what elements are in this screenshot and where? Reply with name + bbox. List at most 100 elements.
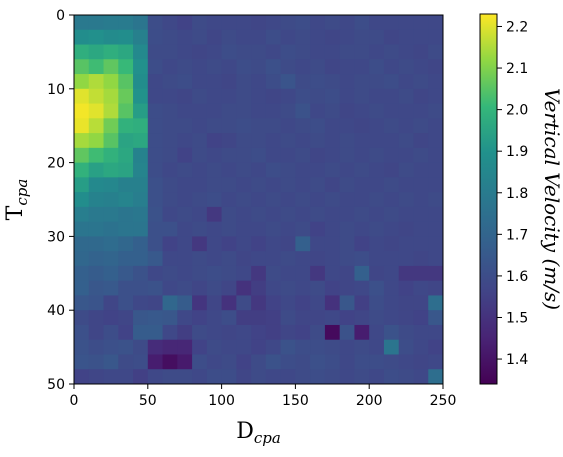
heatmap-cell bbox=[251, 236, 267, 252]
heatmap-cell bbox=[192, 295, 208, 311]
heatmap-cell bbox=[251, 369, 267, 385]
heatmap-cells bbox=[74, 15, 444, 385]
heatmap-cell bbox=[428, 15, 444, 31]
heatmap-cell bbox=[398, 162, 414, 178]
heatmap-cell bbox=[310, 147, 326, 164]
heatmap-cell bbox=[162, 310, 178, 326]
heatmap-cell bbox=[428, 236, 444, 252]
heatmap-cell bbox=[280, 74, 296, 90]
heatmap-cell bbox=[103, 295, 119, 311]
heatmap-cell bbox=[428, 324, 444, 341]
heatmap-cell bbox=[133, 162, 149, 178]
heatmap-cell bbox=[192, 369, 208, 385]
heatmap-cell bbox=[192, 206, 208, 223]
heatmap-cell bbox=[74, 59, 90, 75]
heatmap-cell bbox=[162, 339, 178, 355]
heatmap-cell bbox=[383, 221, 400, 237]
heatmap-cell bbox=[206, 192, 223, 208]
heatmap-cell bbox=[398, 206, 414, 223]
heatmap-cell bbox=[118, 29, 134, 46]
heatmap-cell bbox=[339, 324, 355, 341]
heatmap-cell bbox=[324, 44, 341, 60]
heatmap-cell bbox=[295, 339, 311, 355]
heatmap-cell bbox=[192, 236, 208, 252]
heatmap-cell bbox=[133, 44, 149, 60]
heatmap-cell bbox=[280, 206, 296, 223]
heatmap-cell bbox=[295, 221, 311, 237]
heatmap-cell bbox=[354, 15, 370, 31]
heatmap-cell bbox=[147, 221, 164, 237]
heatmap-cell bbox=[74, 265, 90, 282]
heatmap-cell bbox=[147, 280, 164, 296]
heatmap-cell bbox=[310, 251, 326, 267]
heatmap-cell bbox=[88, 339, 105, 355]
heatmap-cell bbox=[162, 133, 178, 149]
colorbar-ticks: 1.4 1.5 1.6 1.7 1.8 1.9 2.0 2.1 2.2 bbox=[497, 19, 528, 368]
heatmap-cell bbox=[295, 162, 311, 178]
heatmap-cell bbox=[280, 103, 296, 119]
heatmap-cell bbox=[103, 192, 119, 208]
heatmap-cell bbox=[383, 206, 400, 223]
heatmap-cell bbox=[147, 103, 164, 119]
heatmap-cell bbox=[398, 177, 414, 193]
heatmap-cell bbox=[221, 15, 237, 31]
x-axis-label-main: D bbox=[236, 419, 254, 444]
heatmap-cell bbox=[206, 15, 223, 31]
heatmap-cell bbox=[354, 251, 370, 267]
heatmap-cell bbox=[206, 369, 223, 385]
heatmap-cell bbox=[133, 29, 149, 46]
heatmap-cell bbox=[398, 88, 414, 105]
heatmap-cell bbox=[236, 118, 252, 134]
heatmap-cell bbox=[354, 280, 370, 296]
heatmap-cell bbox=[398, 15, 414, 31]
heatmap-cell bbox=[265, 354, 282, 370]
heatmap-cell bbox=[398, 118, 414, 134]
heatmap-cell bbox=[147, 354, 164, 370]
heatmap-cell bbox=[280, 133, 296, 149]
heatmap-cell bbox=[162, 162, 178, 178]
heatmap-cell bbox=[324, 59, 341, 75]
heatmap-cell bbox=[118, 280, 134, 296]
heatmap-cell bbox=[251, 147, 267, 164]
heatmap-cell bbox=[295, 265, 311, 282]
heatmap-cell bbox=[192, 339, 208, 355]
heatmap-cell bbox=[383, 354, 400, 370]
colorbar-tick-label: 1.4 bbox=[506, 352, 528, 368]
heatmap-cell bbox=[133, 354, 149, 370]
heatmap-cell bbox=[221, 74, 237, 90]
x-tick-label: 150 bbox=[282, 393, 309, 409]
heatmap-cell bbox=[236, 177, 252, 193]
heatmap-cell bbox=[413, 44, 429, 60]
heatmap-cell bbox=[413, 206, 429, 223]
heatmap-cell bbox=[236, 221, 252, 237]
heatmap-cell bbox=[369, 88, 385, 105]
heatmap-cell bbox=[103, 118, 119, 134]
x-axis-label: Dcpa bbox=[236, 419, 281, 447]
heatmap-cell bbox=[103, 103, 119, 119]
heatmap-cell bbox=[74, 310, 90, 326]
heatmap-cell bbox=[428, 177, 444, 193]
heatmap-cell bbox=[133, 280, 149, 296]
heatmap-cell bbox=[413, 147, 429, 164]
heatmap-cell bbox=[354, 369, 370, 385]
heatmap-cell bbox=[339, 354, 355, 370]
heatmap-cell bbox=[177, 236, 193, 252]
heatmap-cell bbox=[74, 44, 90, 60]
heatmap-cell bbox=[251, 29, 267, 46]
heatmap-cell bbox=[369, 44, 385, 60]
heatmap-cell bbox=[310, 74, 326, 90]
heatmap-cell bbox=[398, 147, 414, 164]
heatmap-cell bbox=[383, 74, 400, 90]
heatmap-cell bbox=[324, 221, 341, 237]
heatmap-cell bbox=[147, 29, 164, 46]
heatmap-cell bbox=[162, 177, 178, 193]
heatmap-cell bbox=[280, 15, 296, 31]
heatmap-cell bbox=[295, 118, 311, 134]
heatmap-cell bbox=[118, 59, 134, 75]
heatmap-cell bbox=[162, 118, 178, 134]
heatmap-cell bbox=[206, 310, 223, 326]
heatmap-cell bbox=[236, 59, 252, 75]
heatmap-cell bbox=[295, 74, 311, 90]
heatmap-cell bbox=[354, 88, 370, 105]
heatmap-cell bbox=[118, 236, 134, 252]
